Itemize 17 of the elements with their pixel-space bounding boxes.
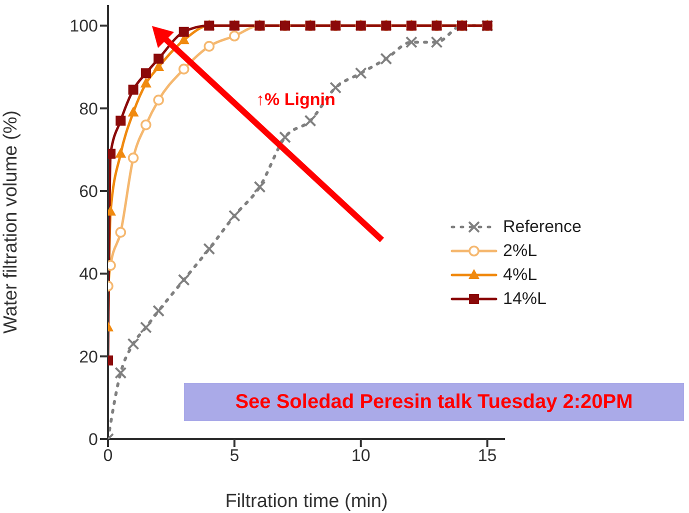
legend-label: 14%L [503,289,546,309]
annotation: ↑% Lignin [256,90,336,110]
y-axis-title: Water filtration volume (%) [0,110,22,334]
legend-label: 2%L [503,241,538,261]
y-tick-label: 60 [79,182,98,202]
legend-label: Reference [503,217,582,237]
x-tick-label: 5 [230,446,240,466]
y-tick-label: 80 [79,99,98,118]
x-tick-label: 10 [351,446,370,466]
x-tick-label: 0 [103,446,113,466]
legend-label: 4%L [503,265,538,285]
x-tick-label: 15 [478,446,497,466]
y-tick-label: 100 [70,16,98,36]
y-tick-label: 0 [88,430,98,450]
x-axis-title: Filtration time (min) [225,491,388,512]
y-tick-label: 40 [79,264,98,284]
y-tick-label: 20 [79,347,98,366]
